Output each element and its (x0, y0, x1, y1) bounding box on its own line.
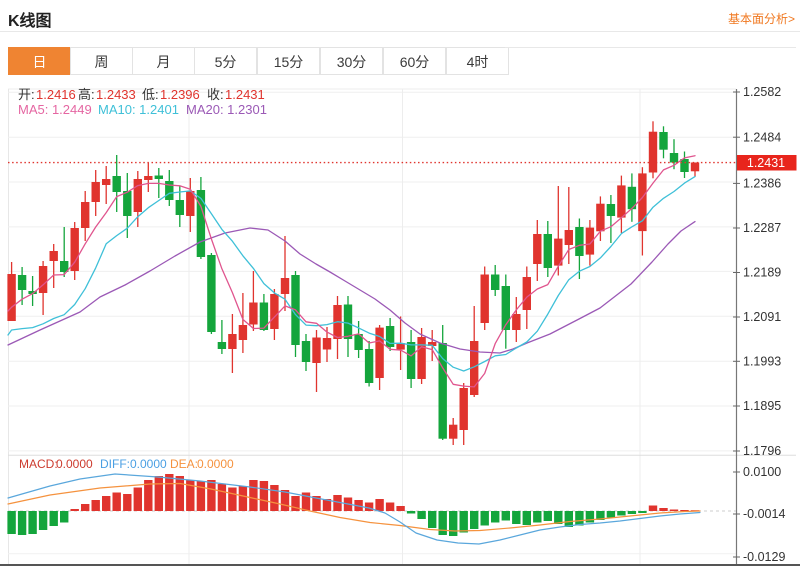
svg-text:1.2484: 1.2484 (743, 130, 781, 144)
svg-text:1.2287: 1.2287 (743, 221, 781, 235)
svg-text:0.0100: 0.0100 (743, 465, 781, 479)
svg-text:-0.0014: -0.0014 (743, 507, 785, 521)
svg-text:1.1993: 1.1993 (743, 355, 781, 369)
svg-text:1.2189: 1.2189 (743, 266, 781, 280)
svg-text:-0.0129: -0.0129 (743, 550, 785, 564)
svg-text:1.1895: 1.1895 (743, 399, 781, 413)
svg-text:1.2431: 1.2431 (747, 156, 785, 170)
svg-text:1.1796: 1.1796 (743, 444, 781, 458)
svg-text:1.2091: 1.2091 (743, 310, 781, 324)
svg-text:1.2582: 1.2582 (743, 85, 781, 99)
svg-text:1.2386: 1.2386 (743, 177, 781, 191)
